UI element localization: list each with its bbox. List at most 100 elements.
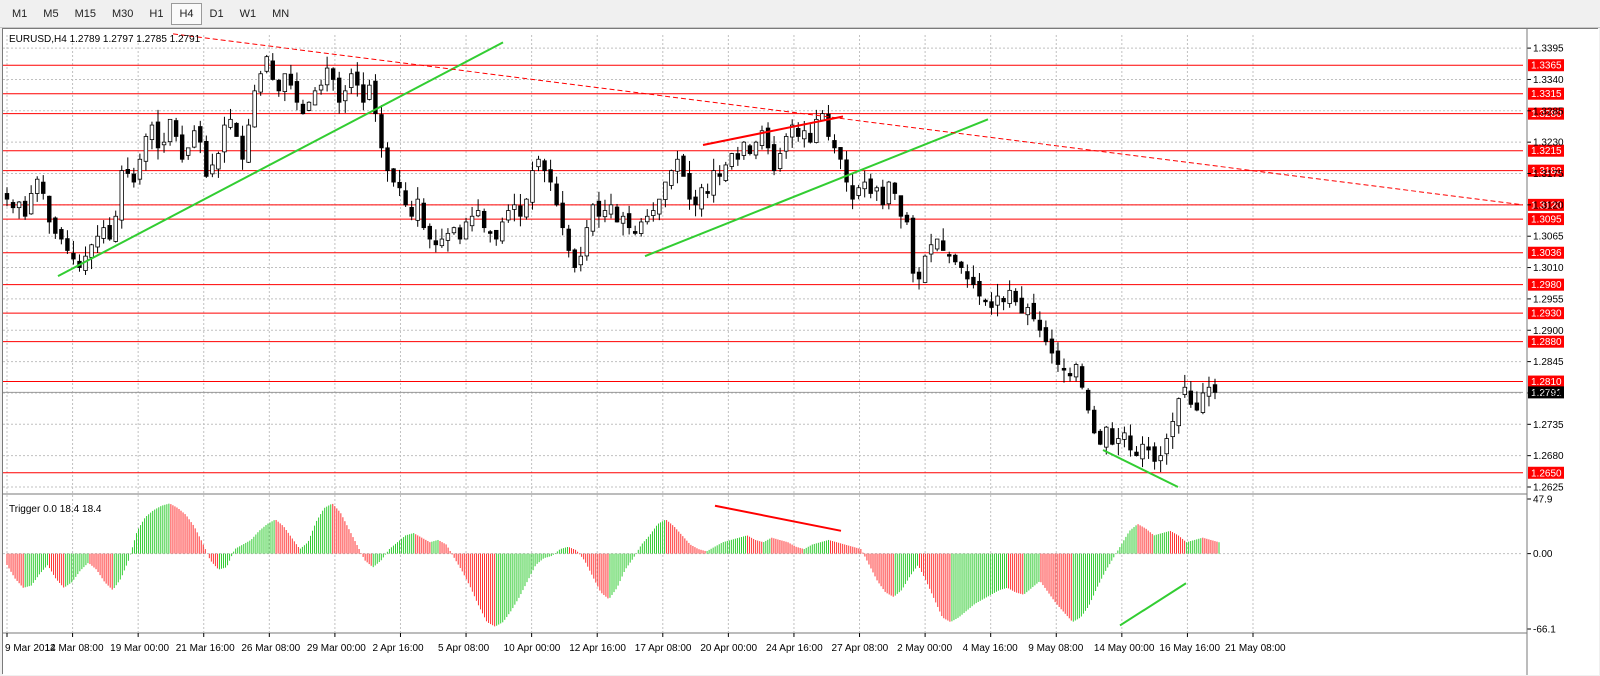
level-tag-label: 1.3120 bbox=[1531, 200, 1562, 211]
time-tick-label: 10 Apr 00:00 bbox=[504, 643, 561, 654]
timeframe-m5-button[interactable]: M5 bbox=[35, 3, 67, 25]
candle-body bbox=[735, 153, 741, 160]
level-tag-label: 1.2880 bbox=[1531, 337, 1562, 348]
candle-body bbox=[995, 295, 1000, 306]
candle-body bbox=[572, 249, 577, 268]
indicator-histogram bbox=[6, 503, 1220, 627]
candle-body bbox=[578, 255, 583, 266]
timeframe-d1-button[interactable]: D1 bbox=[201, 3, 232, 25]
time-tick-label: 2 Apr 16:00 bbox=[372, 643, 424, 654]
level-tag bbox=[1528, 144, 1564, 157]
candle-body bbox=[409, 207, 414, 217]
timeframe-m30-button[interactable]: M30 bbox=[103, 3, 142, 25]
timeframe-h4-button[interactable]: H4 bbox=[171, 3, 202, 25]
candle-body bbox=[161, 141, 167, 146]
timeframe-button-group: M1 M5 M15 M30 H1 H4 D1 W1 MN bbox=[4, 3, 298, 25]
candle-body bbox=[614, 206, 620, 223]
level-tag bbox=[1528, 213, 1564, 226]
level-tag bbox=[1528, 164, 1564, 177]
timeframe-mn-button[interactable]: MN bbox=[264, 3, 298, 25]
candle-body bbox=[270, 60, 275, 80]
candle-body bbox=[192, 130, 197, 148]
chart-window[interactable]: 1.3365 1.3315 1.3280 1.3215 1.3180 1.3120 1.30… bbox=[2, 28, 1599, 675]
level-tag-label: 1.2930 bbox=[1531, 309, 1562, 320]
candle-body bbox=[832, 140, 837, 149]
candle-body bbox=[167, 118, 173, 143]
timeframe-m1-button[interactable]: M1 bbox=[4, 3, 36, 25]
candle-body bbox=[330, 68, 336, 80]
candle-body bbox=[542, 160, 547, 172]
candle-body bbox=[898, 195, 904, 217]
candle-body bbox=[361, 84, 366, 103]
candle-body bbox=[282, 73, 288, 92]
time-tick-label: 17 Apr 08:00 bbox=[635, 643, 692, 654]
candle-body bbox=[1025, 307, 1030, 316]
candle-body bbox=[433, 240, 439, 246]
candle-body bbox=[729, 153, 734, 167]
candle-body bbox=[584, 227, 590, 257]
candle-body bbox=[1001, 297, 1006, 303]
candle-body bbox=[1200, 392, 1206, 413]
candle-body bbox=[886, 181, 892, 205]
candle-body bbox=[1055, 350, 1061, 365]
candle-body bbox=[240, 135, 245, 160]
timeframe-h1-button[interactable]: H1 bbox=[141, 3, 172, 25]
candle-body bbox=[566, 228, 571, 251]
candle-body bbox=[10, 202, 16, 209]
candle-body bbox=[663, 181, 668, 200]
time-tick-label: 24 Apr 16:00 bbox=[766, 643, 823, 654]
timeframe-toolbar: M1 M5 M15 M30 H1 H4 D1 W1 MN bbox=[0, 0, 1600, 28]
timeframe-w1-button[interactable]: W1 bbox=[231, 3, 265, 25]
candle-body bbox=[850, 185, 855, 200]
candle-body bbox=[234, 122, 239, 137]
candle-body bbox=[693, 196, 698, 206]
level-tag bbox=[1528, 198, 1564, 211]
time-tick-label: 14 Mar 08:00 bbox=[45, 643, 104, 654]
candle-body bbox=[705, 191, 710, 194]
candle-body bbox=[928, 244, 934, 255]
candle-body bbox=[463, 221, 469, 240]
chart-canvas[interactable]: 1.3365 1.3315 1.3280 1.3215 1.3180 1.3120 1.30… bbox=[3, 29, 1599, 675]
candle-body bbox=[228, 118, 233, 128]
candle-body bbox=[723, 164, 728, 181]
time-tick-label: 9 May 08:00 bbox=[1028, 643, 1083, 654]
level-tag bbox=[1528, 246, 1564, 259]
candle-body bbox=[669, 170, 674, 186]
level-tag-label: 1.2650 bbox=[1531, 468, 1562, 479]
candle-body bbox=[53, 217, 58, 234]
candle-body bbox=[1013, 290, 1018, 303]
candle-body bbox=[645, 215, 650, 223]
candle-body bbox=[421, 202, 426, 229]
time-tick-label: 21 Mar 16:00 bbox=[176, 643, 235, 654]
candle-body bbox=[620, 215, 626, 224]
candle-body bbox=[481, 210, 487, 229]
time-tick-label: 26 Mar 08:00 bbox=[241, 643, 300, 654]
candle-body bbox=[608, 204, 614, 215]
candle-body bbox=[1116, 438, 1121, 444]
candle-body bbox=[457, 227, 463, 240]
candle-body bbox=[343, 90, 348, 102]
candle-body bbox=[965, 271, 970, 280]
candle-body bbox=[143, 136, 149, 162]
candle-body bbox=[246, 124, 251, 163]
trendline-red bbox=[172, 33, 1524, 206]
candle-body bbox=[989, 301, 994, 308]
indicator-header: Trigger 0.0 18.4 18.4 bbox=[9, 504, 102, 515]
candle-body bbox=[639, 221, 644, 234]
candle-body bbox=[554, 183, 559, 206]
candle-body bbox=[1140, 443, 1145, 460]
time-tick-label: 29 Mar 00:00 bbox=[307, 643, 366, 654]
candle-body bbox=[1164, 438, 1169, 455]
candle-body bbox=[1110, 428, 1115, 445]
candle-body bbox=[687, 173, 692, 200]
candle-body bbox=[185, 147, 191, 156]
candle-body bbox=[711, 170, 716, 196]
timeframe-m15-button[interactable]: M15 bbox=[66, 3, 104, 25]
level-tag-label: 1.3280 bbox=[1531, 109, 1562, 120]
price-tick-label: 1.3120 bbox=[1533, 200, 1564, 211]
main-header: EURUSD,H4 1.2789 1.2797 1.2785 1.2791 bbox=[9, 34, 201, 45]
candle-body bbox=[632, 231, 638, 234]
candle-body bbox=[874, 187, 879, 192]
candle-body bbox=[1212, 384, 1218, 393]
candle-body bbox=[415, 198, 420, 221]
